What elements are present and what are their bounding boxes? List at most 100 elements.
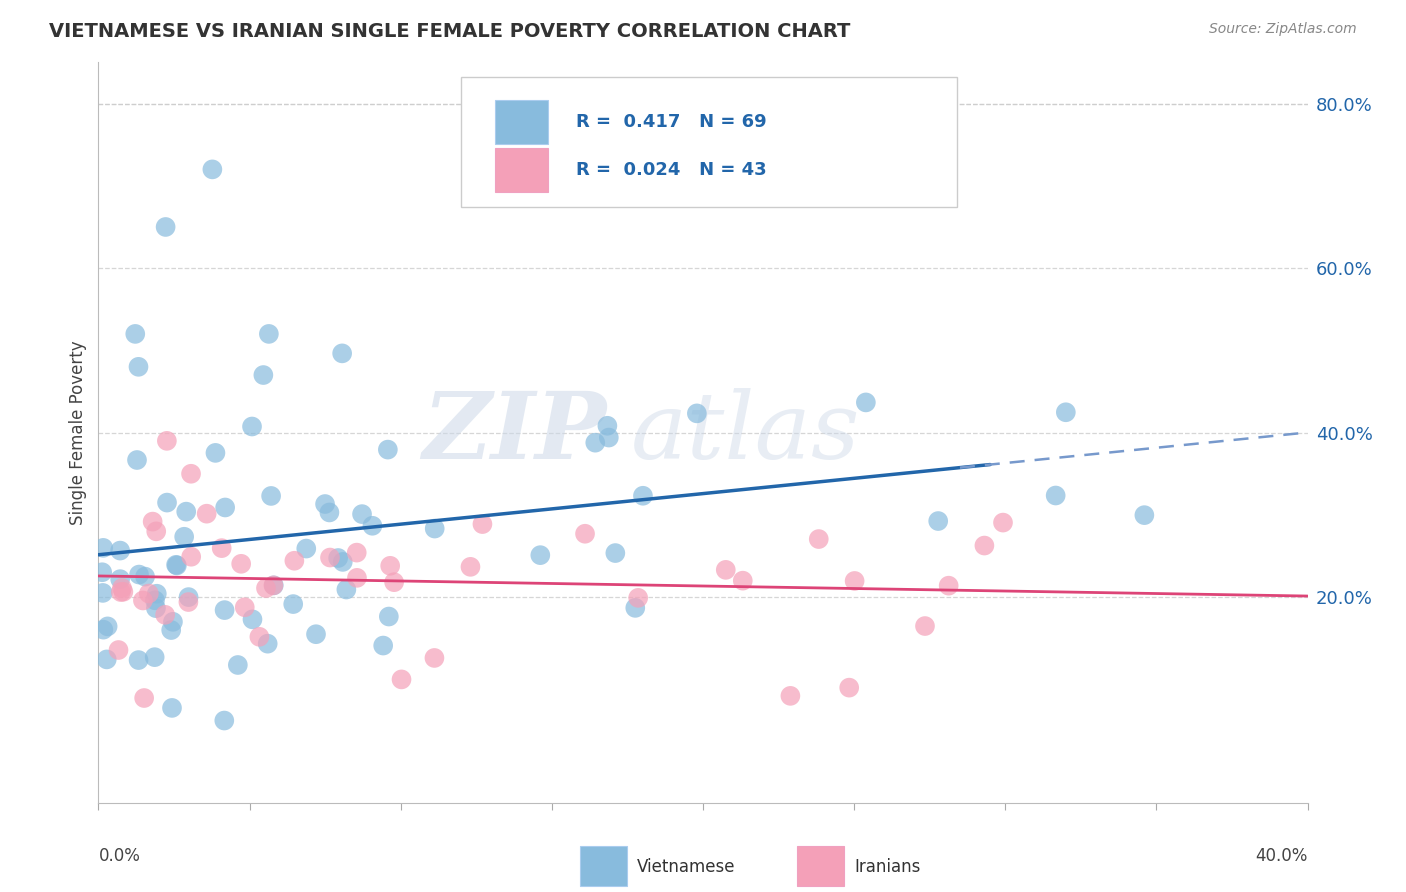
Vietnamese	[155, 219, 177, 234]
Iranians	[211, 541, 233, 555]
Vietnamese	[260, 489, 283, 503]
Iranians	[714, 563, 737, 577]
Iranians	[423, 651, 446, 665]
Iranians	[391, 673, 413, 687]
Vietnamese	[242, 612, 264, 626]
Vietnamese	[605, 546, 627, 560]
Vietnamese	[96, 652, 118, 666]
Iranians	[938, 579, 960, 593]
Vietnamese	[214, 500, 236, 515]
Vietnamese	[256, 637, 278, 651]
Vietnamese	[93, 623, 115, 637]
Vietnamese	[1054, 405, 1077, 419]
Vietnamese	[314, 497, 336, 511]
Iranians	[180, 467, 202, 481]
Vietnamese	[162, 615, 184, 629]
Iranians	[231, 557, 253, 571]
Vietnamese	[377, 442, 399, 457]
FancyBboxPatch shape	[495, 100, 548, 144]
Vietnamese	[330, 346, 353, 360]
Iranians	[254, 581, 277, 595]
Vietnamese	[124, 326, 146, 341]
Iranians	[195, 507, 218, 521]
Iranians	[844, 574, 866, 588]
Iranians	[107, 643, 129, 657]
FancyBboxPatch shape	[461, 78, 957, 207]
Iranians	[731, 574, 754, 588]
FancyBboxPatch shape	[495, 148, 548, 192]
Vietnamese	[624, 600, 647, 615]
Iranians	[382, 575, 405, 590]
Vietnamese	[91, 586, 114, 600]
Iranians	[319, 550, 342, 565]
Vietnamese	[252, 368, 274, 382]
Text: Vietnamese: Vietnamese	[637, 858, 735, 876]
Vietnamese	[529, 548, 551, 562]
FancyBboxPatch shape	[797, 846, 845, 886]
Iranians	[262, 578, 284, 592]
Vietnamese	[128, 653, 150, 667]
Vietnamese	[173, 530, 195, 544]
Iranians	[460, 559, 482, 574]
Iranians	[779, 689, 801, 703]
Text: R =  0.417   N = 69: R = 0.417 N = 69	[576, 112, 766, 130]
Vietnamese	[146, 587, 169, 601]
Iranians	[346, 571, 368, 585]
Text: Source: ZipAtlas.com: Source: ZipAtlas.com	[1209, 22, 1357, 37]
Iranians	[991, 516, 1014, 530]
Iranians	[346, 546, 368, 560]
Vietnamese	[134, 569, 156, 583]
Iranians	[112, 584, 135, 599]
Vietnamese	[318, 505, 340, 519]
Vietnamese	[350, 507, 373, 521]
Vietnamese	[174, 505, 197, 519]
Iranians	[111, 581, 134, 595]
Iranians	[110, 585, 132, 599]
Text: Iranians: Iranians	[855, 858, 921, 876]
Vietnamese	[332, 555, 354, 569]
Vietnamese	[160, 623, 183, 637]
Iranians	[145, 524, 167, 539]
Iranians	[142, 515, 165, 529]
Vietnamese	[335, 582, 357, 597]
Vietnamese	[125, 453, 148, 467]
Vietnamese	[855, 395, 877, 409]
Vietnamese	[373, 639, 395, 653]
Vietnamese	[214, 714, 236, 728]
Text: ZIP: ZIP	[422, 388, 606, 477]
Iranians	[153, 607, 176, 622]
Iranians	[132, 593, 155, 607]
Iranians	[134, 691, 156, 706]
Vietnamese	[927, 514, 949, 528]
Text: R =  0.024   N = 43: R = 0.024 N = 43	[576, 161, 766, 178]
Vietnamese	[361, 518, 384, 533]
Vietnamese	[240, 419, 263, 434]
Iranians	[247, 630, 270, 644]
Vietnamese	[127, 359, 149, 374]
FancyBboxPatch shape	[579, 846, 627, 886]
Vietnamese	[156, 495, 179, 509]
Vietnamese	[1133, 508, 1156, 523]
Iranians	[233, 600, 256, 615]
Iranians	[838, 681, 860, 695]
Vietnamese	[295, 541, 318, 556]
Vietnamese	[214, 603, 236, 617]
Text: VIETNAMESE VS IRANIAN SINGLE FEMALE POVERTY CORRELATION CHART: VIETNAMESE VS IRANIAN SINGLE FEMALE POVE…	[49, 22, 851, 41]
Iranians	[973, 539, 995, 553]
Iranians	[138, 586, 160, 600]
Vietnamese	[596, 418, 619, 433]
Vietnamese	[226, 658, 249, 673]
Text: 0.0%: 0.0%	[98, 847, 141, 865]
Vietnamese	[631, 489, 654, 503]
Vietnamese	[686, 406, 709, 420]
Vietnamese	[160, 701, 183, 715]
Vietnamese	[598, 431, 620, 445]
Vietnamese	[283, 597, 305, 611]
Vietnamese	[201, 162, 224, 177]
Iranians	[380, 558, 402, 573]
Vietnamese	[143, 593, 166, 607]
Text: atlas: atlas	[630, 388, 860, 477]
Vietnamese	[177, 590, 200, 604]
Vietnamese	[204, 446, 226, 460]
Vietnamese	[1045, 489, 1067, 503]
